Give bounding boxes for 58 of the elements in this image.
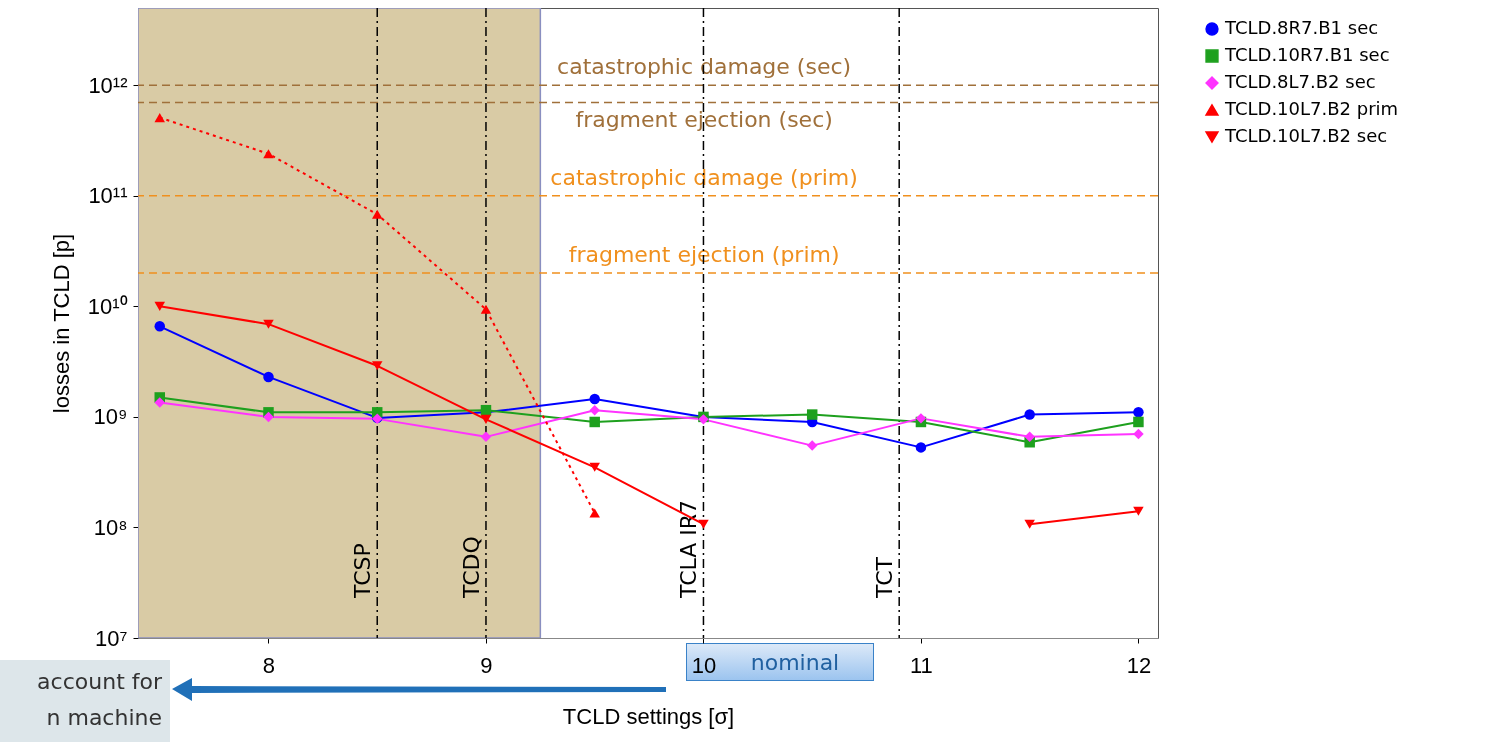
y-tick-label: 10¹¹	[88, 183, 128, 209]
point	[1133, 407, 1144, 418]
point	[154, 301, 165, 311]
point	[806, 409, 818, 420]
point	[589, 462, 600, 472]
y-tick-label: 10⁷	[95, 625, 128, 651]
text: account for n machine	[0, 660, 170, 742]
point	[480, 414, 492, 424]
ref-line-label: fragment ejection (sec)	[575, 107, 833, 133]
x-tick-label: 11	[910, 652, 933, 678]
point	[1133, 416, 1144, 428]
point	[480, 431, 492, 443]
y-tick-label: 10⁹	[93, 404, 128, 430]
legend-label: TCLD.10R7.B1 sec	[1224, 44, 1390, 65]
legend-label: TCLD.10L7.B2 prim	[1224, 98, 1399, 119]
y-tick-label: 10¹²	[88, 72, 128, 98]
point	[589, 508, 600, 518]
point	[371, 209, 383, 219]
x-tick-label: 12	[1126, 652, 1152, 678]
point	[1133, 428, 1144, 440]
point	[371, 361, 383, 371]
point	[806, 440, 818, 451]
y-axis-title: losses in TCLD [p]	[48, 233, 74, 414]
legend-label: TCLD.8R7.B1 sec	[1224, 17, 1379, 38]
point	[1024, 409, 1035, 420]
point	[915, 413, 927, 424]
point	[480, 304, 492, 314]
ref-line-label: TCSP	[350, 543, 376, 599]
x-tick-label: 9	[480, 652, 493, 678]
ref-line-label: catastrophic damage (prim)	[550, 164, 858, 190]
point	[698, 519, 709, 529]
legend-label: TCLD.10L7.B2 sec	[1224, 125, 1388, 146]
ref-line-label: TCLA IR7	[676, 499, 702, 599]
ref-line-label: catastrophic damage (sec)	[557, 54, 852, 80]
ref-line-label: fragment ejection (prim)	[568, 242, 840, 268]
point	[1133, 506, 1144, 516]
legend-label: TCLD.8L7.B2 sec	[1224, 71, 1376, 92]
x-tick-label: 10	[691, 652, 717, 678]
point	[263, 411, 274, 423]
point	[263, 371, 274, 383]
point	[589, 404, 600, 416]
point	[589, 416, 600, 428]
x-axis-title: TCLD settings [σ]	[562, 703, 735, 729]
x-tick-label: 8	[262, 652, 276, 678]
point	[263, 319, 274, 329]
y-tick-label: 10⁸	[93, 514, 128, 540]
text: nominal	[750, 650, 840, 675]
ref-line-label: TCT	[872, 556, 898, 599]
point	[915, 442, 927, 453]
y-tick-label: 10¹⁰	[87, 293, 128, 319]
point	[1024, 519, 1035, 529]
point	[154, 397, 165, 408]
ref-line-label: TCDQ	[458, 536, 484, 599]
point	[589, 393, 600, 405]
point	[1024, 431, 1035, 443]
point	[154, 321, 165, 332]
point	[263, 149, 274, 159]
point	[154, 113, 165, 123]
